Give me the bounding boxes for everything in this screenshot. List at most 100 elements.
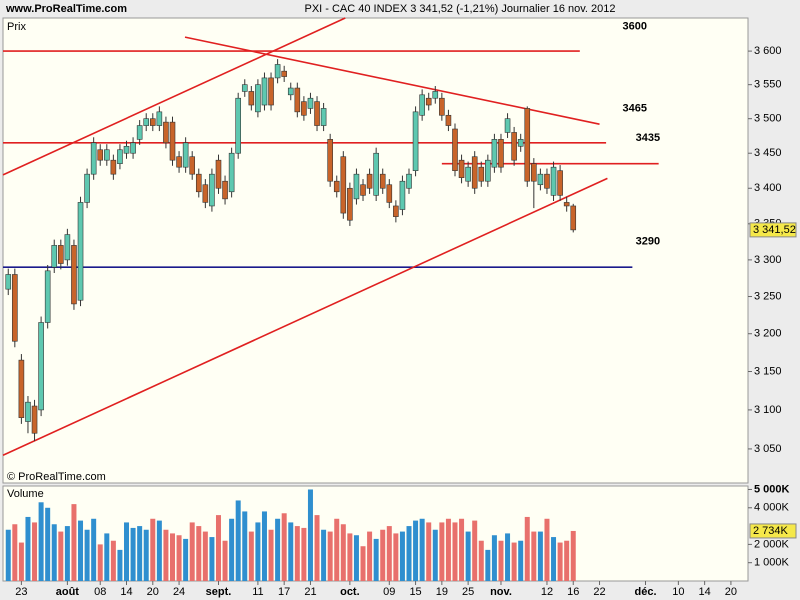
candle-body xyxy=(38,322,44,411)
volume-bar xyxy=(5,529,11,581)
candle-body xyxy=(314,101,320,126)
candle-body xyxy=(373,152,379,196)
volume-bar xyxy=(380,529,386,581)
x-tick-label: 25 xyxy=(462,586,474,598)
volume-bar xyxy=(294,526,300,581)
candle-body xyxy=(255,84,261,113)
candle-body xyxy=(340,156,347,214)
candle-body xyxy=(498,139,504,168)
x-tick-label: 15 xyxy=(409,586,421,598)
candle-body xyxy=(517,139,524,147)
candle-body xyxy=(320,108,327,126)
candle-body xyxy=(195,173,202,193)
volume-bar xyxy=(478,540,484,581)
candle-body xyxy=(360,184,366,196)
volume-bar xyxy=(399,531,405,581)
y-tick-label: 3 600 xyxy=(754,45,782,57)
volume-bar xyxy=(314,515,320,581)
volume-bar xyxy=(183,538,189,581)
candle-body xyxy=(544,173,550,189)
candle-body xyxy=(228,152,235,193)
candle-body xyxy=(90,142,97,175)
volume-bar xyxy=(242,511,248,581)
volume-bar xyxy=(91,518,97,581)
volume-bar xyxy=(176,535,182,581)
y-tick-label: 5 000K xyxy=(754,483,790,495)
site: www.ProRealTime.com xyxy=(5,3,127,15)
header-title: PXI - CAC 40 INDEX 3 341,52 (-1,21%) Jou… xyxy=(304,3,615,15)
y-tick-label: 3 500 xyxy=(754,113,782,125)
x-tick-label: 19 xyxy=(436,586,448,598)
x-tick-label: déc. xyxy=(635,586,657,598)
candle-body xyxy=(550,166,557,196)
volume-bar xyxy=(570,530,576,581)
candle-body xyxy=(452,128,458,171)
candle-body xyxy=(366,173,373,189)
candle-body xyxy=(563,202,570,207)
y-tick-label: 1 000K xyxy=(754,557,790,569)
candle-body xyxy=(393,205,399,217)
volume-bar xyxy=(472,520,478,581)
candle-body xyxy=(136,125,143,140)
candle-body xyxy=(130,142,136,154)
candle-body xyxy=(77,202,84,301)
volume-bar xyxy=(169,533,175,581)
volume-bar xyxy=(307,489,313,581)
candle-body xyxy=(419,94,425,116)
volume-bar xyxy=(202,531,208,581)
x-tick-label: 16 xyxy=(567,586,579,598)
candle-body xyxy=(149,118,156,126)
volume-bar xyxy=(505,533,511,581)
candle-body xyxy=(71,245,77,305)
candle-body xyxy=(281,70,287,77)
volume-bar xyxy=(327,531,333,581)
candle-body xyxy=(333,180,340,193)
x-tick-label: oct. xyxy=(340,586,360,598)
volume-bar xyxy=(18,542,24,581)
candle-body xyxy=(465,166,471,182)
candle-body xyxy=(261,77,268,106)
candle-body xyxy=(241,84,248,92)
volume-bar xyxy=(156,520,162,581)
volume-bar xyxy=(373,538,379,581)
x-tick-label: 21 xyxy=(304,586,316,598)
candle-body xyxy=(169,121,176,161)
volume-bar xyxy=(97,544,103,581)
x-tick-label: sept. xyxy=(206,586,232,598)
last-volume-box xyxy=(749,523,797,539)
volume-bar xyxy=(544,518,550,581)
volume-bar xyxy=(38,502,44,581)
candle-body xyxy=(491,139,498,168)
candle-body xyxy=(301,101,307,116)
candle-body xyxy=(531,163,537,182)
volume-bar xyxy=(281,513,287,581)
candle-body xyxy=(406,173,412,189)
candle-body xyxy=(209,173,215,207)
x-tick-label: 14 xyxy=(699,586,711,598)
volume-bar xyxy=(84,529,90,581)
candle-body xyxy=(399,180,406,210)
candle-body xyxy=(97,149,104,161)
candle-body xyxy=(432,91,439,99)
candle-body xyxy=(294,87,301,113)
trend-line xyxy=(2,17,346,176)
volume-bar xyxy=(551,537,557,581)
x-tick-label: 09 xyxy=(383,586,395,598)
last-volume-label: 2 734K xyxy=(753,525,789,537)
candle-body xyxy=(84,173,90,203)
volume-bar xyxy=(110,540,116,581)
volume-bar xyxy=(58,531,64,581)
candle-body xyxy=(557,170,563,196)
volume-bar xyxy=(51,524,57,581)
candle-body xyxy=(287,87,294,96)
volume-bar xyxy=(189,522,195,581)
volume-bar xyxy=(426,522,432,581)
volume-bar xyxy=(275,518,281,581)
candle-body xyxy=(215,159,222,189)
volume-bar xyxy=(393,533,399,581)
y-tick-label: 3 150 xyxy=(754,365,782,377)
volume-bar xyxy=(143,529,149,581)
candle-body xyxy=(163,121,169,144)
volume-bar xyxy=(445,518,451,581)
x-tick-label: 22 xyxy=(593,586,605,598)
